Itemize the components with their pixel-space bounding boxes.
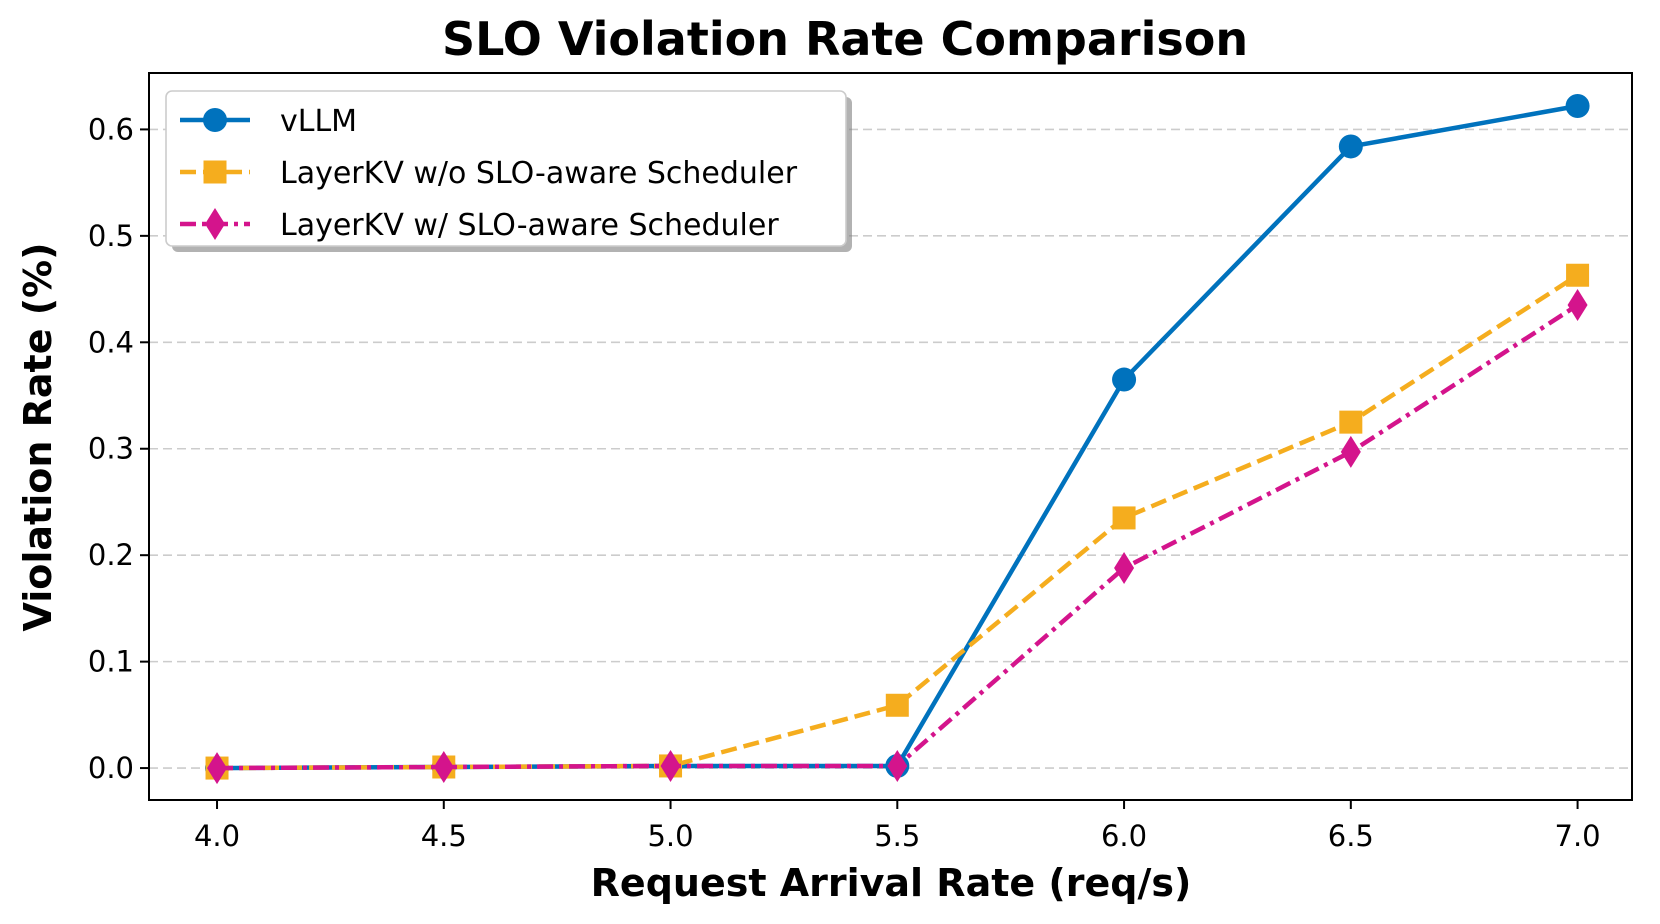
y-tick-label: 0.2 xyxy=(88,538,134,572)
data-point xyxy=(1338,134,1363,159)
x-tick-label: 4.0 xyxy=(194,819,240,853)
series-layer xyxy=(205,93,1590,785)
data-point xyxy=(1112,367,1137,392)
y-axis-ticks: 0.0 0.1 0.2 0.3 0.4 0.5 0.6 xyxy=(88,112,149,785)
x-axis-label: Request Arrival Rate (req/s) xyxy=(591,861,1192,905)
data-point xyxy=(660,749,681,782)
y-tick-label: 0.4 xyxy=(88,325,134,359)
data-point xyxy=(1567,289,1588,322)
data-point xyxy=(1566,263,1590,287)
grid-lines xyxy=(149,128,1632,769)
data-point xyxy=(1565,93,1590,118)
x-tick-label: 6.5 xyxy=(1328,819,1374,853)
x-tick-label: 4.5 xyxy=(421,819,467,853)
y-axis-label: Violation Rate (%) xyxy=(16,243,60,632)
legend-marker xyxy=(203,108,227,132)
legend-box xyxy=(165,90,847,247)
y-tick-label: 0.0 xyxy=(88,751,134,785)
y-tick-label: 0.1 xyxy=(88,645,134,679)
x-tick-label: 5.5 xyxy=(874,819,920,853)
legend-label: vLLM xyxy=(280,104,357,139)
legend-marker xyxy=(203,160,227,184)
x-tick-label: 7.0 xyxy=(1555,819,1601,853)
legend-label: LayerKV w/ SLO-aware Scheduler xyxy=(280,208,779,243)
series-2 xyxy=(205,263,1590,780)
data-point xyxy=(1339,410,1363,434)
y-tick-label: 0.3 xyxy=(88,432,134,466)
legend-marker xyxy=(205,208,225,240)
data-point xyxy=(887,749,908,782)
y-tick-label: 0.5 xyxy=(88,219,134,253)
data-point xyxy=(1340,435,1361,468)
x-tick-label: 5.0 xyxy=(647,819,693,853)
x-axis-ticks: 4.0 4.5 5.0 5.5 6.0 6.5 7.0 xyxy=(194,800,1601,853)
legend: vLLM LayerKV w/o SLO-aware Scheduler Layer… xyxy=(165,90,852,252)
data-point xyxy=(433,751,454,784)
x-tick-label: 6.0 xyxy=(1101,819,1147,853)
y-tick-label: 0.6 xyxy=(88,112,134,146)
plot-frame xyxy=(148,72,1633,801)
series-3 xyxy=(207,289,1588,785)
data-point xyxy=(1114,551,1135,584)
data-point xyxy=(885,693,909,717)
data-point xyxy=(1112,506,1136,530)
legend-label: LayerKV w/o SLO-aware Scheduler xyxy=(280,156,798,191)
chart-title: SLO Violation Rate Comparison xyxy=(442,12,1248,66)
data-point xyxy=(207,752,228,785)
